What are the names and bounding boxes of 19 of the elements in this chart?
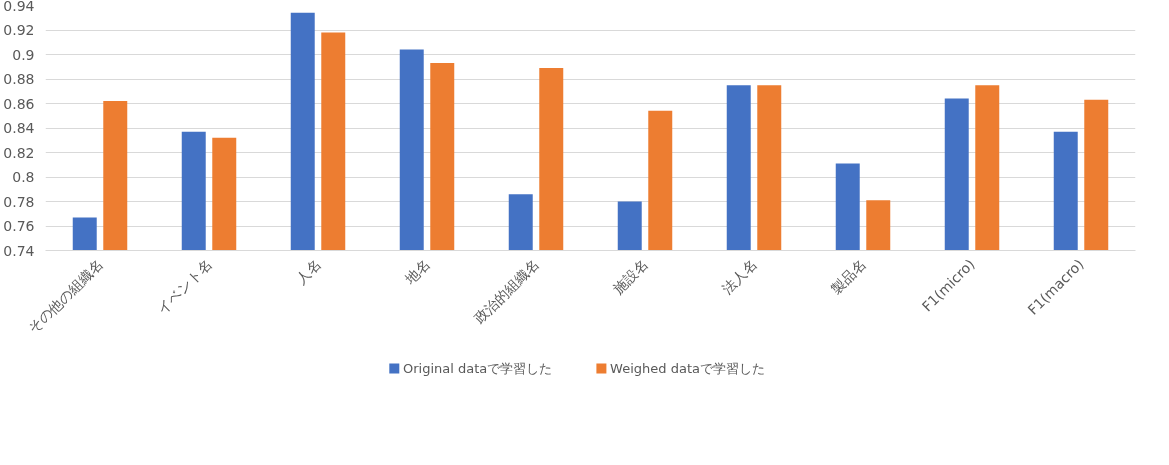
y-tick-label: 0.84 [3,120,35,136]
y-tick-label: 0.9 [12,46,35,63]
x-tick-label: 政治的組織名 [470,255,542,327]
y-tick-label: 0.86 [3,95,35,112]
x-tick-label: 人名 [292,255,324,287]
y-tick-label: 0.76 [3,218,35,234]
x-tick-label: 施設名 [609,255,651,297]
y-tick-label: 0.94 [3,0,35,14]
x-tick-label: 製品名 [827,255,869,297]
y-tick-label: 0.92 [3,22,35,38]
x-tick-label: 法人名 [718,255,760,297]
y-tick-label: 0.78 [3,193,35,210]
y-tick-label: 0.82 [3,144,35,161]
x-tick-label: 地名 [400,255,433,288]
x-tick-label: イベント名 [153,255,215,317]
y-tick-label: 0.8 [12,169,35,185]
legend-label: Original dataで学習した [403,361,553,376]
legend-label: Weighed dataで学習した [610,361,765,376]
y-tick-label: 0.88 [3,71,35,87]
